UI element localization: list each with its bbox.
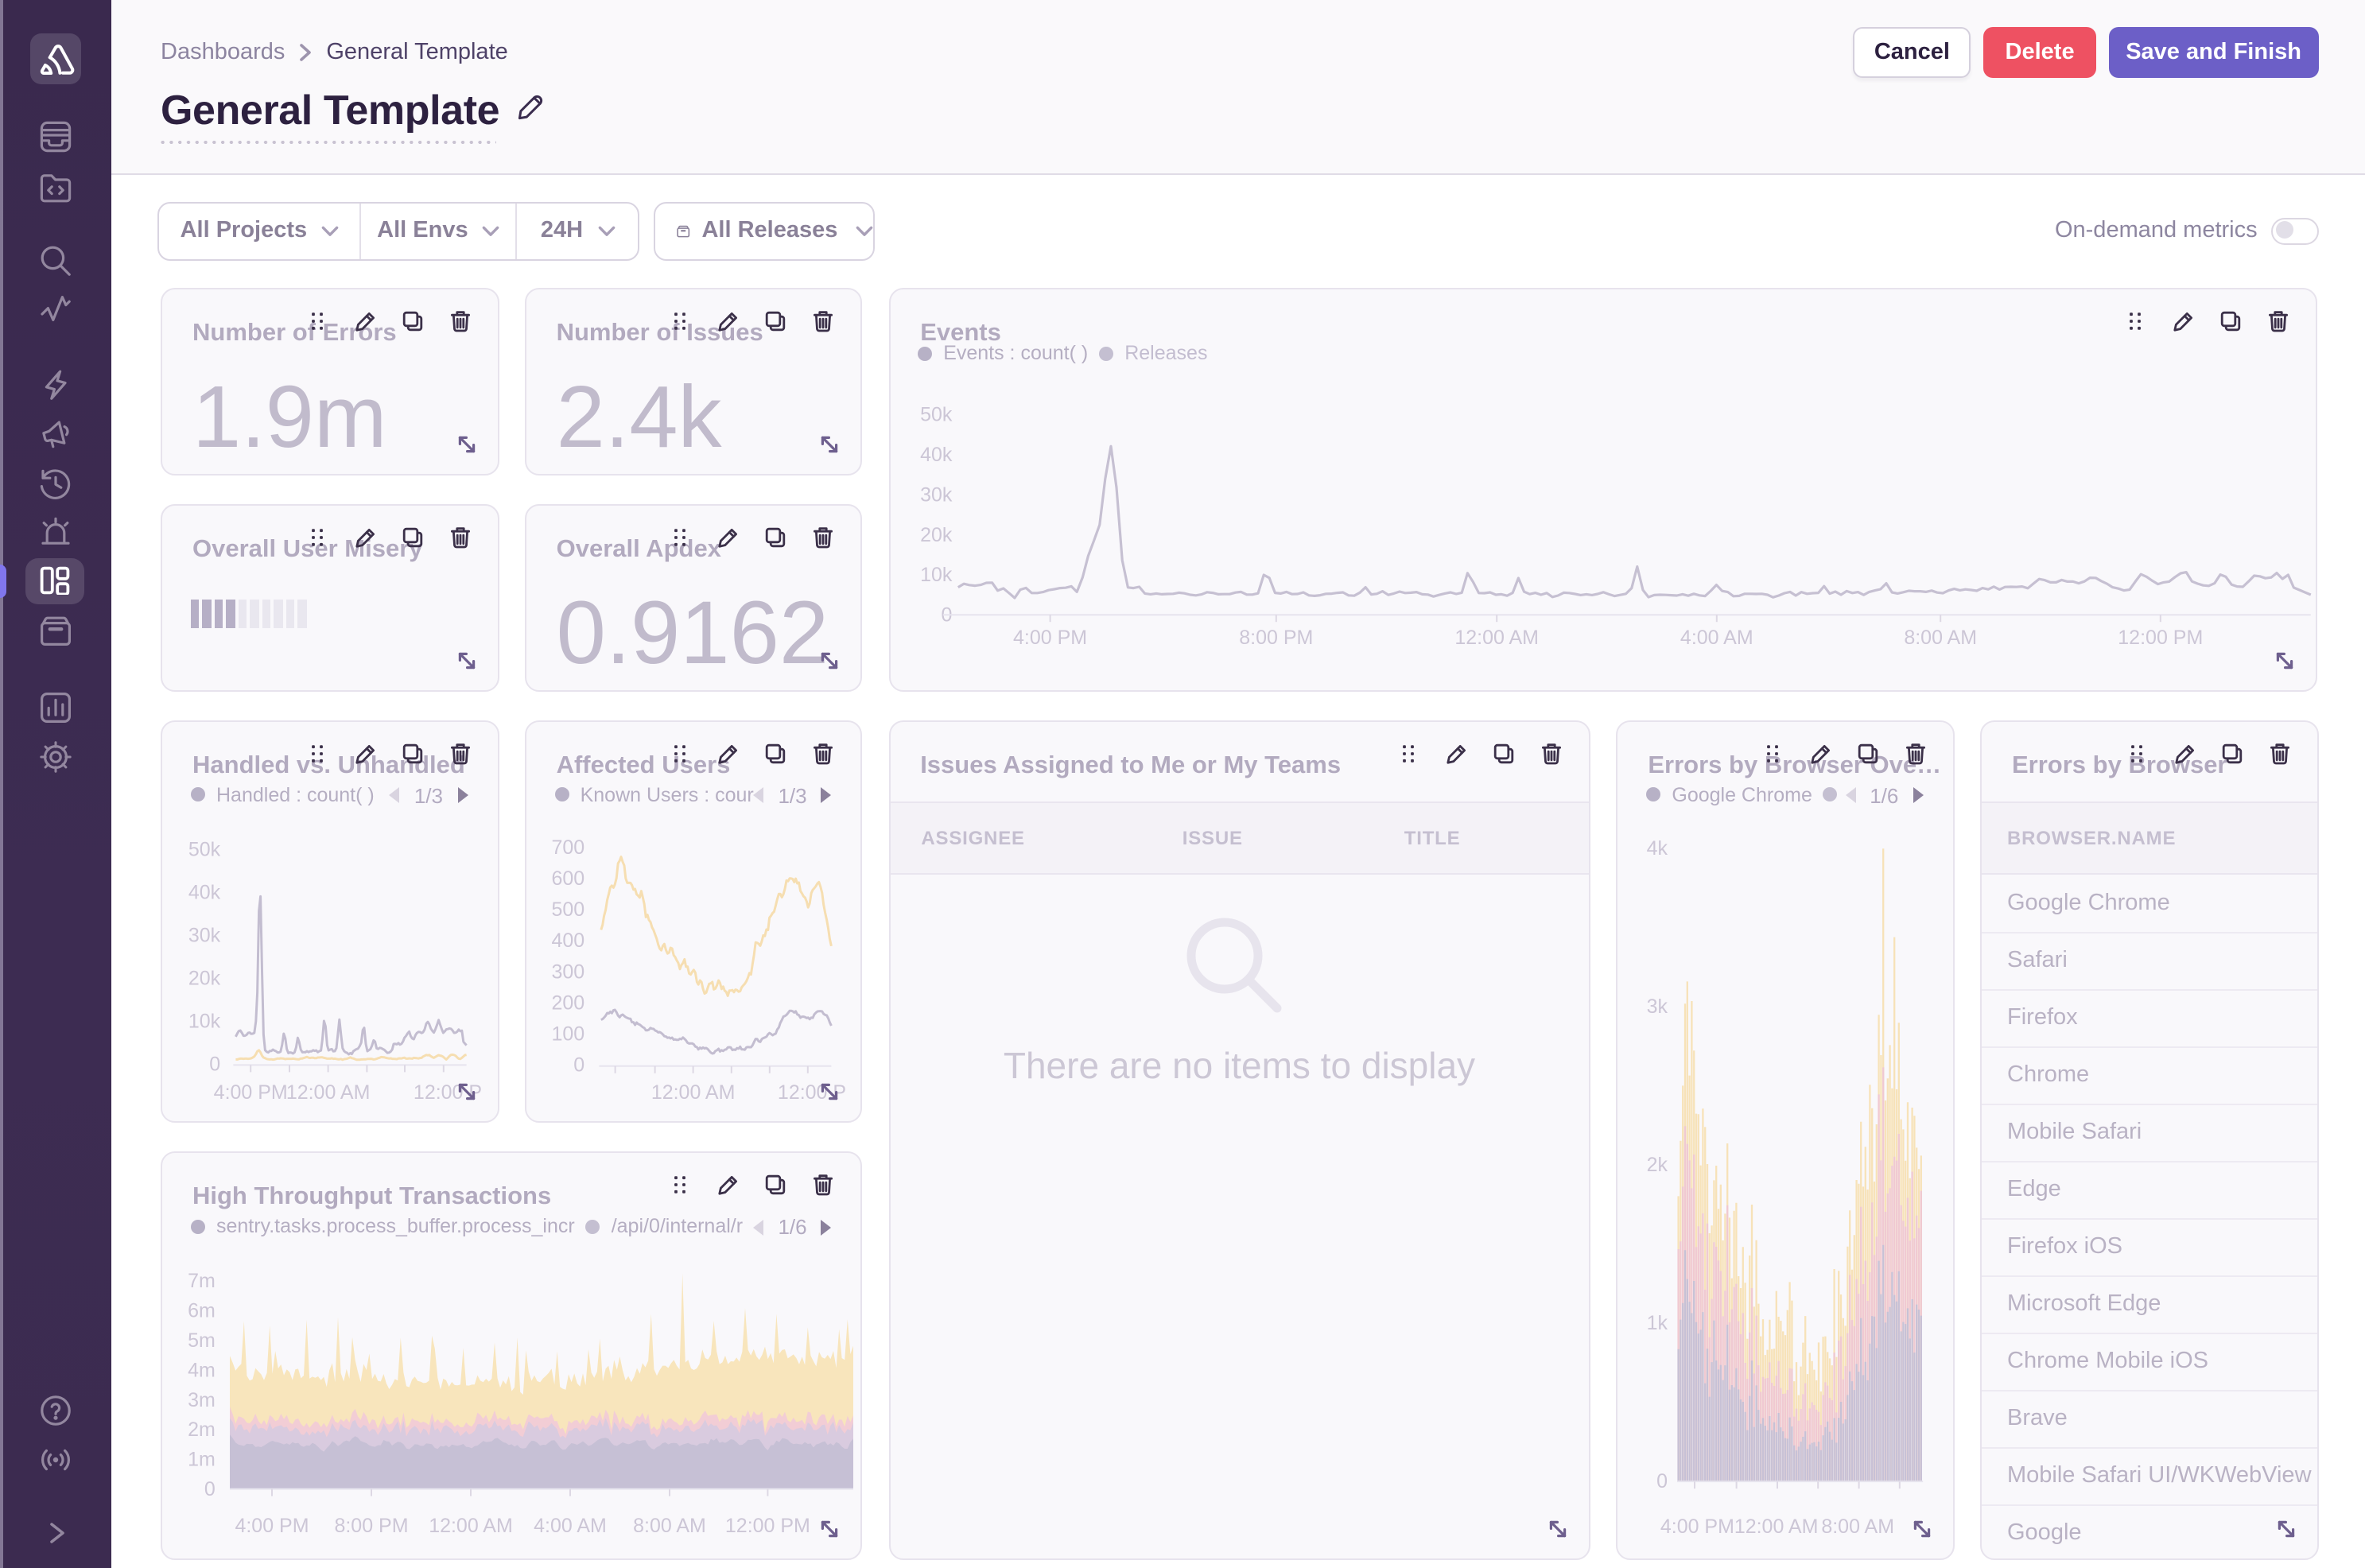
svg-text:20k: 20k — [919, 524, 952, 546]
svg-text:4:00 PM: 4:00 PM — [1012, 627, 1086, 649]
svg-text:400: 400 — [551, 929, 584, 951]
svg-text:3m: 3m — [188, 1389, 216, 1411]
svg-text:2k: 2k — [1647, 1153, 1668, 1175]
svg-text:40k: 40k — [919, 444, 952, 466]
svg-text:4:00 AM: 4:00 AM — [534, 1515, 607, 1537]
svg-text:0: 0 — [204, 1478, 216, 1500]
svg-text:10k: 10k — [919, 564, 952, 586]
svg-text:5m: 5m — [188, 1329, 216, 1352]
svg-text:12:00 PM: 12:00 PM — [725, 1515, 810, 1537]
svg-text:12:00 AM: 12:00 AM — [650, 1081, 735, 1103]
svg-text:600: 600 — [551, 867, 584, 889]
svg-text:4:00 AM: 4:00 AM — [1680, 627, 1753, 649]
svg-text:30k: 30k — [188, 924, 221, 946]
svg-text:40k: 40k — [188, 881, 221, 903]
svg-text:0: 0 — [573, 1054, 584, 1076]
svg-text:4:00 PM: 4:00 PM — [235, 1515, 309, 1537]
svg-text:8:00 AM: 8:00 AM — [1904, 627, 1977, 649]
svg-text:10k: 10k — [188, 1010, 221, 1032]
svg-text:4k: 4k — [1647, 836, 1668, 859]
svg-text:1m: 1m — [188, 1449, 216, 1471]
svg-text:8:00 PM: 8:00 PM — [334, 1515, 408, 1537]
svg-text:300: 300 — [551, 961, 584, 983]
svg-text:2m: 2m — [188, 1419, 216, 1442]
svg-text:12:00 PM: 12:00 PM — [2117, 627, 2202, 649]
svg-text:200: 200 — [551, 992, 584, 1014]
svg-text:1k: 1k — [1647, 1311, 1668, 1333]
svg-text:50k: 50k — [188, 838, 221, 860]
svg-text:6m: 6m — [188, 1300, 216, 1322]
svg-text:12:00 AM: 12:00 AM — [1454, 627, 1539, 649]
svg-text:700: 700 — [551, 836, 584, 858]
svg-text:30k: 30k — [919, 483, 952, 506]
svg-text:3k: 3k — [1647, 995, 1668, 1017]
svg-text:8:00 AM: 8:00 AM — [1822, 1515, 1895, 1537]
svg-text:0: 0 — [209, 1053, 220, 1075]
svg-text:8:00 PM: 8:00 PM — [1238, 627, 1312, 649]
svg-text:8:00 AM: 8:00 AM — [633, 1515, 706, 1537]
svg-text:0: 0 — [1656, 1469, 1668, 1492]
svg-text:12:00 AM: 12:00 AM — [1734, 1515, 1819, 1537]
svg-text:4:00 PM: 4:00 PM — [1660, 1515, 1734, 1537]
svg-text:12:00 AM: 12:00 AM — [429, 1515, 513, 1537]
svg-text:20k: 20k — [188, 967, 221, 989]
svg-text:12:00 AM: 12:00 AM — [286, 1081, 371, 1103]
svg-text:4:00 PM: 4:00 PM — [214, 1081, 288, 1103]
svg-text:100: 100 — [551, 1023, 584, 1045]
svg-text:50k: 50k — [919, 404, 952, 426]
svg-text:7m: 7m — [188, 1271, 216, 1293]
svg-text:500: 500 — [551, 898, 584, 920]
svg-text:4m: 4m — [188, 1360, 216, 1382]
